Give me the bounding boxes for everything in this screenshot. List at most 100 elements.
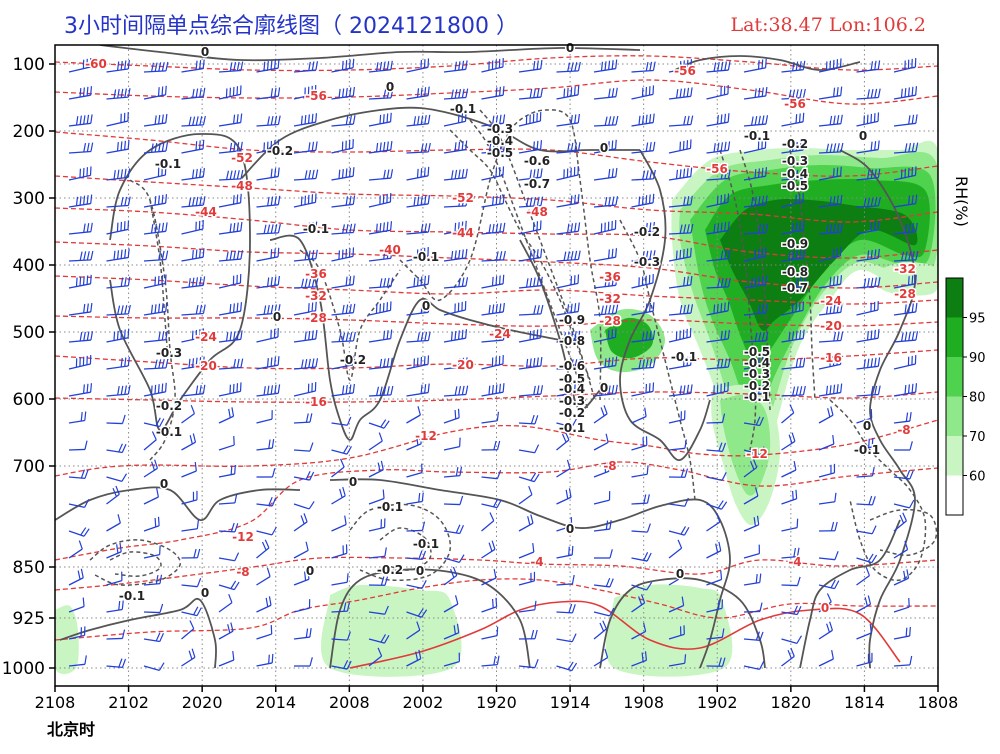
wind-barb-feather — [503, 86, 504, 95]
wind-barb-feather — [91, 86, 92, 95]
wind-barb-shaft — [632, 503, 648, 504]
wind-barb-feather — [414, 278, 415, 287]
x-tick-label: 1902 — [697, 693, 738, 712]
wind-barb-shaft — [144, 612, 160, 613]
wind-barb-feather — [384, 222, 385, 231]
wind-barb-feather — [571, 195, 572, 204]
colorbar-segment — [946, 278, 963, 318]
y-tick-label: 200 — [13, 122, 45, 142]
omega-label: 0 — [349, 475, 357, 489]
wind-barb-feather — [653, 194, 654, 203]
omega-label: -0.2 — [377, 563, 403, 577]
wind-barb-feather — [500, 276, 501, 285]
wind-barb-feather — [646, 303, 647, 312]
wind-barb-feather — [387, 222, 388, 231]
wind-barb-feather — [684, 249, 685, 258]
omega-label: 0 — [600, 141, 608, 155]
wind-barb-feather — [84, 384, 85, 393]
wind-barb-feather — [462, 330, 463, 339]
wind-barb-shaft — [294, 422, 310, 423]
wind-barb-feather — [575, 195, 576, 204]
wind-barb-feather — [428, 275, 429, 284]
omega-label: 0 — [566, 41, 574, 55]
wind-barb-feather — [391, 113, 392, 122]
wind-barb-feather — [912, 384, 913, 393]
wind-barb-feather — [793, 491, 794, 500]
wind-barb-feather — [275, 357, 276, 366]
wind-barb-feather — [534, 141, 535, 150]
x-tick-label: 2008 — [329, 693, 370, 712]
wind-barb-feather — [609, 141, 610, 150]
wind-barb-feather — [609, 249, 610, 258]
wind-barb-feather — [301, 116, 302, 125]
temperature-label: -48 — [231, 179, 253, 193]
wind-barb-feather — [725, 303, 726, 312]
omega-label: -0.1 — [671, 350, 697, 364]
y-tick-label: 1000 — [2, 659, 45, 679]
colorbar-segment — [946, 357, 963, 397]
y-tick-label: 925 — [13, 609, 45, 629]
omega-label: -0.5 — [782, 179, 808, 193]
wind-barb-feather — [268, 358, 269, 367]
wind-barb-feather — [916, 86, 917, 95]
wind-barb-feather — [728, 302, 729, 311]
wind-barb-feather — [159, 384, 160, 393]
omega-label: -0.1 — [450, 102, 476, 116]
wind-barb-feather — [541, 329, 542, 338]
wind-barb-feather — [117, 331, 118, 340]
x-tick-label: 1920 — [476, 693, 517, 712]
wind-barb-feather — [830, 277, 831, 286]
wind-barb-feather — [878, 221, 879, 230]
wind-barb-feather — [80, 88, 81, 97]
wind-barb-feather — [80, 277, 81, 286]
temperature-label: -24 — [489, 327, 511, 341]
wind-barb-feather — [159, 517, 160, 526]
temperature-label: -52 — [452, 191, 474, 205]
wind-barb-shaft — [519, 423, 535, 424]
colorbar-tick-label: 95 — [969, 312, 986, 327]
temperature-label: -8 — [236, 565, 249, 579]
wind-barb-feather — [766, 167, 767, 176]
wind-barb-feather — [268, 61, 269, 70]
wind-barb-feather — [575, 87, 576, 96]
wind-barb-feather — [909, 384, 910, 393]
wind-barb-feather — [305, 115, 306, 124]
temperature-label: -20 — [195, 359, 217, 373]
temperature-label: -56 — [305, 89, 327, 103]
wind-barb-shaft — [332, 611, 348, 612]
wind-barb-feather — [91, 275, 92, 284]
wind-barb-feather — [380, 115, 381, 124]
wind-barb-feather — [691, 248, 692, 257]
wind-barb-feather — [642, 196, 643, 205]
colorbar-tick-label: 80 — [969, 391, 986, 406]
wind-barb-feather — [114, 332, 115, 341]
wind-barb-feather — [466, 329, 467, 338]
wind-barb-feather — [200, 141, 201, 150]
wind-barb-feather — [916, 383, 917, 392]
wind-barb-feather — [766, 59, 767, 68]
wind-barb-feather — [793, 223, 794, 232]
wind-barb-feather — [578, 86, 579, 95]
wind-barb-feather — [571, 87, 572, 96]
wind-barb-feather — [234, 195, 235, 204]
colorbar-segment — [946, 436, 963, 476]
wind-barb-feather — [796, 222, 797, 231]
x-tick-label: 1820 — [770, 693, 811, 712]
wind-barb-feather — [639, 197, 640, 206]
wind-barb-feather — [455, 410, 456, 419]
wind-barb-feather — [159, 87, 160, 96]
wind-barb-feather — [612, 249, 613, 258]
wind-barb-feather — [159, 195, 160, 204]
wind-barb-feather — [230, 304, 231, 313]
wind-barb-feather — [725, 114, 726, 123]
x-tick-label: 2002 — [403, 693, 444, 712]
omega-label: -0.1 — [413, 537, 439, 551]
y-tick-label: 500 — [13, 323, 45, 343]
wind-barb-feather — [83, 598, 84, 607]
wind-barb-feather — [125, 141, 126, 150]
omega-label: 0 — [201, 586, 209, 600]
wind-barb-feather — [800, 222, 801, 231]
wind-barb-feather — [909, 276, 910, 285]
